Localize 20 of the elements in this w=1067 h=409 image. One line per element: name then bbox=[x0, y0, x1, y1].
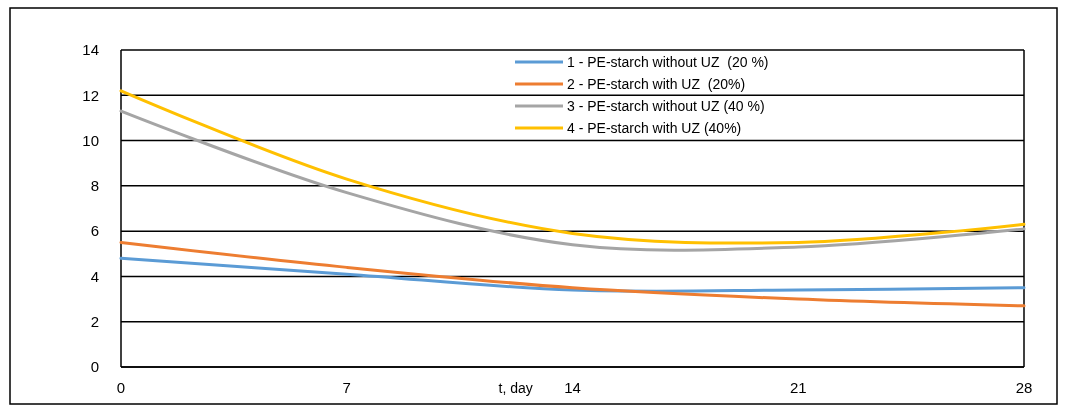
x-axis-title: t, day bbox=[498, 380, 533, 396]
legend-label: 1 - PE-starch without UZ (20 %) bbox=[567, 53, 769, 70]
y-tick-label: 2 bbox=[90, 312, 99, 330]
y-tick-label: 4 bbox=[90, 267, 99, 285]
y-tick-label: 14 bbox=[82, 41, 99, 59]
legend-label: 4 - PE-starch with UZ (40%) bbox=[567, 119, 742, 136]
legend-label: 3 - PE-starch without UZ (40 %) bbox=[567, 97, 765, 114]
x-tick-label: 14 bbox=[564, 379, 581, 396]
x-tick-label: 7 bbox=[342, 379, 351, 396]
y-tick-label: 8 bbox=[90, 177, 99, 195]
y-tick-label: 12 bbox=[82, 86, 99, 104]
legend-label: 2 - PE-starch with UZ (20%) bbox=[567, 75, 746, 92]
y-tick-label: 10 bbox=[82, 131, 99, 149]
line-series bbox=[119, 240, 1026, 308]
y-tick-label: 0 bbox=[90, 358, 99, 376]
x-tick-label: 0 bbox=[116, 379, 126, 396]
y-tick-label: 6 bbox=[90, 222, 99, 240]
x-tick-label: 28 bbox=[1015, 379, 1033, 396]
x-tick-label: 21 bbox=[789, 379, 807, 396]
line-series bbox=[119, 256, 1026, 293]
